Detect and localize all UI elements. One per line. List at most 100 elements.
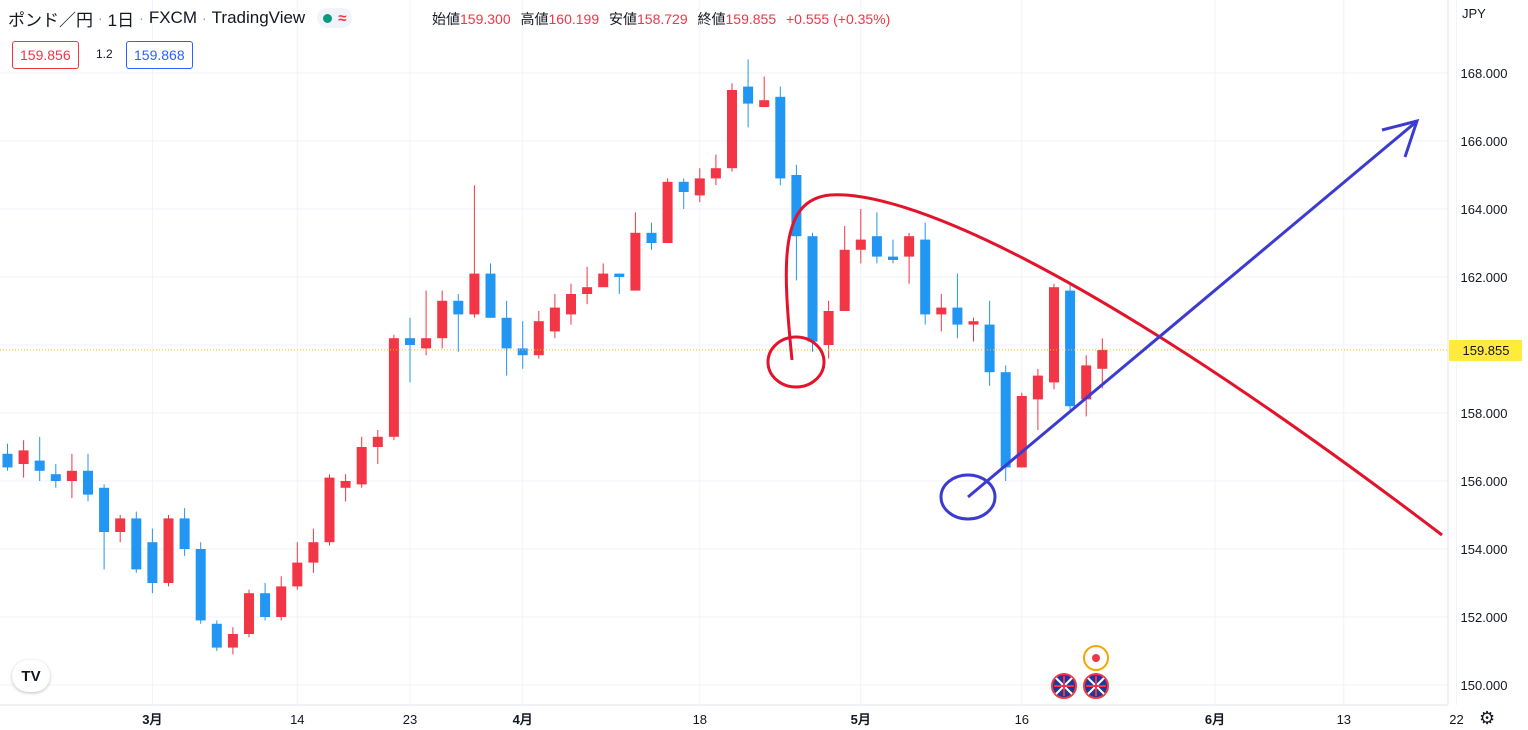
candle bbox=[1097, 338, 1108, 389]
data-source: FXCM bbox=[148, 8, 197, 27]
candle bbox=[388, 334, 399, 441]
candle-body bbox=[775, 96, 786, 179]
candle bbox=[453, 294, 464, 352]
open-value: 159.300 bbox=[460, 11, 511, 27]
candle-body bbox=[244, 593, 254, 634]
candle-body bbox=[614, 273, 625, 277]
candle bbox=[1016, 392, 1027, 468]
candle bbox=[356, 436, 367, 488]
candle-body bbox=[1049, 287, 1059, 383]
candle-body bbox=[50, 474, 61, 481]
market-status[interactable]: ≈ bbox=[317, 8, 353, 28]
candle-body bbox=[936, 307, 947, 315]
x-tick-label: 16 bbox=[1015, 712, 1029, 727]
candle bbox=[759, 76, 770, 107]
candle bbox=[147, 528, 158, 594]
candle-body bbox=[678, 181, 689, 192]
candle bbox=[920, 222, 931, 325]
candle bbox=[598, 263, 609, 288]
candle bbox=[727, 83, 737, 172]
red-circle-drawing[interactable] bbox=[766, 335, 826, 389]
candle-body bbox=[292, 562, 303, 587]
candle-body bbox=[276, 586, 287, 617]
red-arc-drawing[interactable] bbox=[784, 193, 1443, 537]
close-label: 終値 bbox=[697, 11, 726, 27]
blue-arrow-head[interactable] bbox=[1381, 118, 1420, 158]
candle bbox=[871, 212, 882, 264]
candle bbox=[2, 443, 13, 471]
candle bbox=[501, 300, 512, 376]
interval[interactable]: 1日 bbox=[107, 10, 135, 30]
currency-label[interactable]: JPY bbox=[1462, 6, 1486, 21]
separator-dot: · bbox=[98, 10, 103, 26]
x-tick-label: 5月 bbox=[851, 712, 871, 727]
candle-body bbox=[308, 542, 319, 563]
candle bbox=[34, 436, 45, 481]
candle bbox=[614, 273, 625, 294]
symbol-name[interactable]: ポンド／円 bbox=[8, 10, 93, 30]
high-label: 高値 bbox=[520, 11, 549, 27]
candle-body bbox=[855, 239, 866, 250]
candle bbox=[18, 440, 29, 478]
blue-circle-drawing[interactable] bbox=[939, 473, 997, 521]
candle bbox=[1032, 368, 1043, 430]
chart-header[interactable]: ポンド／円 · 1日 · FXCM · TradingView ≈ bbox=[8, 6, 353, 30]
candle-body bbox=[662, 181, 673, 243]
open-label: 始値 bbox=[432, 11, 460, 27]
candle-body bbox=[227, 634, 238, 648]
candle-body bbox=[147, 542, 158, 583]
candle bbox=[50, 464, 61, 488]
candle-body bbox=[405, 338, 415, 345]
candle bbox=[743, 59, 754, 128]
tradingview-logo-icon[interactable]: TV bbox=[12, 660, 50, 692]
time-axis[interactable]: 3月 14 23 4月 18 5月 16 6月 13 22 bbox=[142, 712, 1463, 727]
candle-body bbox=[871, 236, 882, 257]
candle bbox=[211, 620, 222, 651]
candle-body bbox=[356, 447, 367, 485]
candle bbox=[807, 232, 818, 352]
candle bbox=[469, 185, 480, 318]
candle bbox=[115, 515, 126, 543]
candle bbox=[99, 484, 110, 570]
separator-dot: · bbox=[139, 10, 144, 26]
candle-body bbox=[710, 168, 721, 179]
blue-arrow-drawing[interactable] bbox=[967, 120, 1417, 499]
candle bbox=[517, 321, 528, 369]
candle bbox=[582, 266, 593, 305]
buy-button[interactable]: 159.868 bbox=[126, 41, 193, 69]
y-tick-label: 162.000 bbox=[1461, 270, 1508, 285]
spread-value: 1.2 bbox=[96, 47, 113, 61]
gear-icon[interactable]: ⚙ bbox=[1479, 708, 1496, 728]
uk-flag-icon[interactable] bbox=[1051, 673, 1077, 699]
close-value: 159.855 bbox=[725, 11, 777, 27]
candle-body bbox=[131, 518, 142, 570]
uk-flag-icon[interactable] bbox=[1083, 673, 1109, 699]
candle bbox=[179, 508, 190, 556]
candle-body bbox=[582, 287, 593, 294]
candle-body bbox=[99, 487, 110, 532]
candle bbox=[83, 453, 93, 502]
candle-body bbox=[1065, 290, 1076, 407]
ohlc-values: 始値159.300 高値160.199 安値158.729 終値159.855 … bbox=[432, 9, 896, 29]
candle bbox=[66, 453, 77, 498]
candle-body bbox=[485, 273, 496, 318]
candle-body bbox=[920, 239, 931, 315]
candle-body bbox=[115, 518, 126, 532]
candle-body bbox=[598, 273, 609, 288]
platform-name: TradingView bbox=[211, 8, 306, 27]
candle-body bbox=[501, 317, 512, 349]
candle-body bbox=[163, 518, 174, 583]
candle bbox=[694, 168, 705, 203]
wave-icon: ≈ bbox=[338, 9, 347, 27]
price-axis[interactable]: 150.000152.000154.000156.000158.000160.0… bbox=[1461, 66, 1508, 693]
sell-button[interactable]: 159.856 bbox=[12, 41, 79, 69]
candle-body bbox=[437, 300, 448, 339]
event-icon[interactable] bbox=[1083, 645, 1109, 671]
y-tick-label: 164.000 bbox=[1461, 202, 1508, 217]
candle-body bbox=[549, 307, 560, 332]
candle-body bbox=[1097, 349, 1108, 369]
candle bbox=[195, 542, 206, 624]
candle-body bbox=[759, 100, 770, 107]
x-tick-label: 13 bbox=[1337, 712, 1351, 727]
